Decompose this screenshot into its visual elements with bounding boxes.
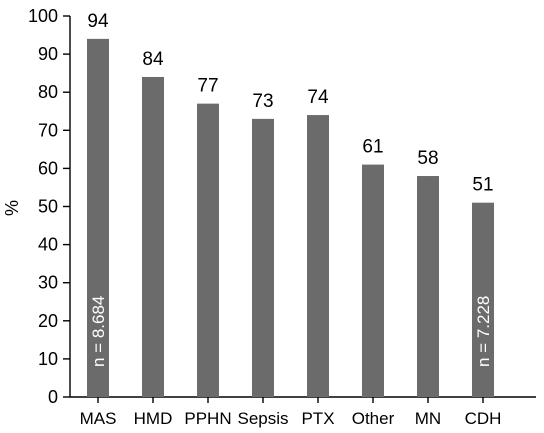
x-tick-label: Other xyxy=(352,409,395,428)
x-tick-label: PTX xyxy=(301,409,334,428)
y-tick-label: 90 xyxy=(38,44,58,64)
bar-annotation: n = 8.684 xyxy=(89,296,108,367)
y-tick-label: 40 xyxy=(38,235,58,255)
y-tick-label: 20 xyxy=(38,311,58,331)
bar-annotation: n = 7.228 xyxy=(474,296,493,367)
data-label: 51 xyxy=(472,175,493,196)
data-label: 94 xyxy=(87,11,109,32)
bar xyxy=(417,176,439,397)
data-label: 77 xyxy=(197,76,218,97)
bar xyxy=(307,115,329,397)
y-tick-label: 0 xyxy=(48,387,58,407)
y-tick-label: 50 xyxy=(38,197,58,217)
x-tick-label: MAS xyxy=(80,409,117,428)
annotations: n = 8.684 n = 7.228 xyxy=(89,296,493,367)
data-label: 61 xyxy=(362,137,383,158)
y-axis-ticks: 0 10 20 30 40 50 60 70 80 90 100 xyxy=(28,6,70,407)
x-tick-label: MN xyxy=(415,409,441,428)
y-tick-label: 80 xyxy=(38,82,58,102)
x-tick-label: CDH xyxy=(465,409,502,428)
y-tick-label: 30 xyxy=(38,273,58,293)
y-tick-label: 60 xyxy=(38,158,58,178)
bar xyxy=(197,103,219,397)
bar xyxy=(142,76,164,398)
bar xyxy=(362,164,384,397)
x-tick-label: PPHN xyxy=(184,409,231,428)
data-label: 73 xyxy=(252,91,273,112)
data-labels: 94 84 77 73 74 61 58 51 xyxy=(87,11,493,196)
axes xyxy=(69,16,536,398)
data-label: 74 xyxy=(307,87,329,108)
y-tick-label: 10 xyxy=(38,349,58,369)
y-axis-label: % xyxy=(2,200,22,216)
y-tick-label: 70 xyxy=(38,120,58,140)
y-tick-label: 100 xyxy=(28,6,58,26)
bar xyxy=(472,202,494,397)
bars xyxy=(87,38,494,398)
data-label: 84 xyxy=(142,49,164,70)
x-tick-label: HMD xyxy=(134,409,173,428)
bar xyxy=(87,38,109,398)
x-axis-labels: MAS HMD PPHN Sepsis PTX Other MN CDH xyxy=(80,397,502,428)
x-tick-label: Sepsis xyxy=(237,409,288,428)
bar xyxy=(252,118,274,398)
data-label: 58 xyxy=(417,148,438,169)
